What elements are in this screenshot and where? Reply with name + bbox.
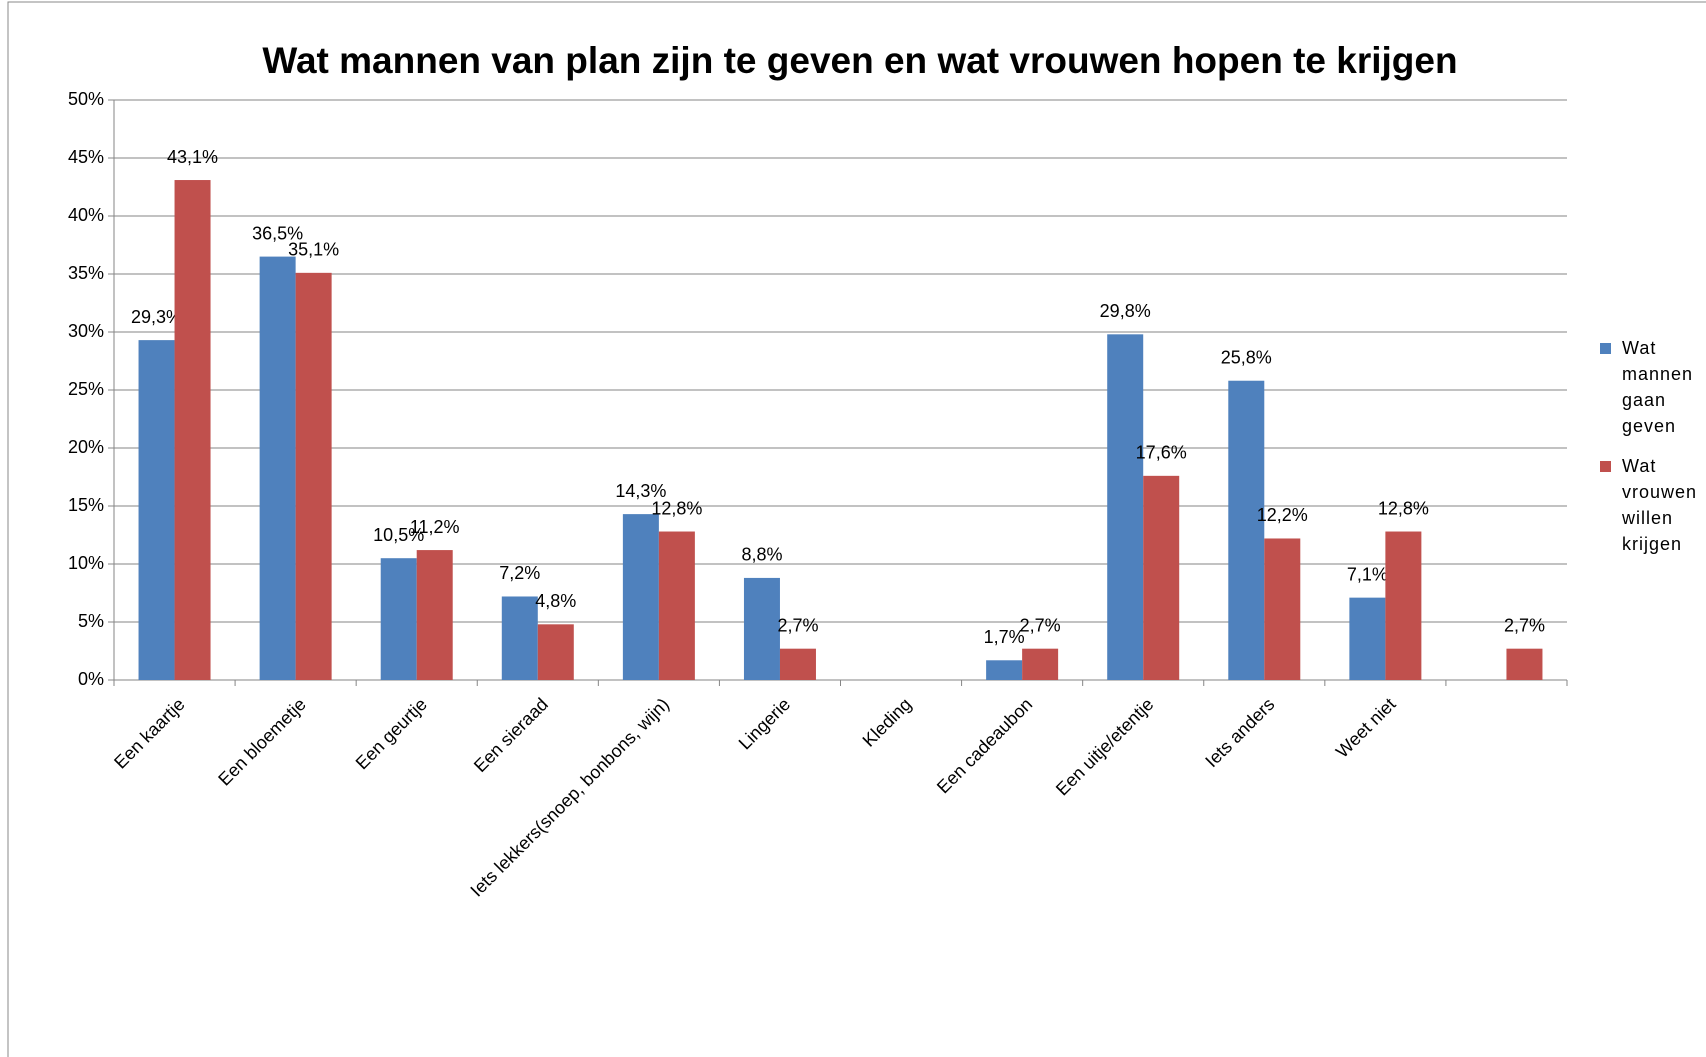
bar xyxy=(1143,475,1180,680)
legend-label: Wat vrouwen willen krijgen xyxy=(1622,456,1698,554)
chart-title: Wat mannen van plan zijn te geven en wat… xyxy=(262,40,1457,81)
y-tick-label: 20% xyxy=(68,437,104,457)
x-tick-label: Een geurtje xyxy=(352,694,431,773)
value-label: 43,1% xyxy=(167,147,218,167)
bar xyxy=(743,577,780,680)
bar xyxy=(174,180,211,681)
value-label: 10,5% xyxy=(373,525,424,545)
value-label: 14,3% xyxy=(615,481,666,501)
y-tick-label: 5% xyxy=(78,611,104,631)
bar xyxy=(380,558,417,680)
value-label: 2,7% xyxy=(777,615,818,635)
x-tick-label: Iets lekkers(snoep, bonbons, wijn) xyxy=(466,694,673,901)
value-label: 2,7% xyxy=(1020,615,1061,635)
value-label: 4,8% xyxy=(535,591,576,611)
value-label: 36,5% xyxy=(252,223,303,243)
y-tick-label: 50% xyxy=(68,89,104,109)
value-label: 11,2% xyxy=(410,517,460,537)
y-tick-label: 10% xyxy=(68,553,104,573)
value-label: 1,7% xyxy=(984,627,1025,647)
bar xyxy=(138,340,175,680)
x-tick-label: Een cadeaubon xyxy=(933,694,1036,797)
bar xyxy=(501,596,538,680)
value-label: 12,8% xyxy=(1378,498,1429,518)
x-tick-label: Een uitje/etentje xyxy=(1052,694,1157,799)
y-tick-label: 35% xyxy=(68,263,104,283)
value-label: 8,8% xyxy=(741,545,782,565)
value-label: 25,8% xyxy=(1221,347,1272,367)
bar xyxy=(622,514,659,680)
bar xyxy=(416,550,453,680)
value-label: 17,6% xyxy=(1136,443,1187,463)
chart-frame xyxy=(7,1,1706,1057)
y-tick-label: 40% xyxy=(68,205,104,225)
value-label: 35,1% xyxy=(288,240,339,260)
bar xyxy=(1022,648,1059,680)
x-tick-label: Lingerie xyxy=(735,694,794,753)
bar xyxy=(537,624,574,680)
bar xyxy=(779,648,816,680)
x-tick-label: Iets anders xyxy=(1201,694,1278,771)
x-tick-label: Een bloemetje xyxy=(214,694,310,790)
value-label: 12,8% xyxy=(651,498,702,518)
value-label: 12,2% xyxy=(1257,505,1308,525)
legend-swatch xyxy=(1600,343,1611,354)
y-tick-label: 25% xyxy=(68,379,104,399)
legend: Wat mannen gaan geven Wat vrouwen willen … xyxy=(1600,335,1698,571)
y-tick-label: 45% xyxy=(68,147,104,167)
value-label: 29,8% xyxy=(1100,301,1151,321)
value-label: 29,3% xyxy=(131,307,182,327)
bar xyxy=(1264,538,1301,680)
bar xyxy=(1349,597,1386,680)
bar xyxy=(1385,531,1422,680)
value-label: 7,1% xyxy=(1347,564,1388,584)
bar xyxy=(986,660,1023,680)
y-tick-label: 30% xyxy=(68,321,104,341)
y-tick-label: 15% xyxy=(68,495,104,515)
bar xyxy=(658,531,695,680)
bar xyxy=(295,272,332,680)
x-tick-label: Weet niet xyxy=(1332,694,1400,762)
bar xyxy=(1506,648,1543,680)
x-tick-label: Een sieraad xyxy=(470,694,552,776)
legend-item: Wat vrouwen willen krijgen xyxy=(1600,453,1698,557)
x-tick-label: Een kaartje xyxy=(110,694,189,773)
legend-label: Wat mannen gaan geven xyxy=(1622,338,1694,436)
value-label: 7,2% xyxy=(499,563,540,583)
bar xyxy=(1107,334,1144,680)
value-label: 2,7% xyxy=(1504,615,1545,635)
legend-item: Wat mannen gaan geven xyxy=(1600,335,1695,439)
y-tick-label: 0% xyxy=(78,669,104,689)
legend-swatch xyxy=(1600,461,1611,472)
x-tick-label: Kleding xyxy=(859,694,916,751)
bar xyxy=(1228,380,1265,680)
bar xyxy=(259,256,296,680)
